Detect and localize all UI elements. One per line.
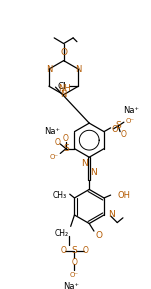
Text: NH: NH bbox=[58, 84, 71, 92]
Text: Na⁺: Na⁺ bbox=[44, 127, 60, 136]
Text: O: O bbox=[60, 247, 66, 255]
Text: O: O bbox=[72, 258, 77, 267]
Text: O: O bbox=[60, 48, 67, 57]
Text: O: O bbox=[55, 138, 60, 147]
Text: O: O bbox=[121, 130, 127, 139]
Text: O: O bbox=[96, 231, 103, 240]
Text: O⁻: O⁻ bbox=[70, 272, 79, 278]
Text: N: N bbox=[108, 210, 115, 220]
Text: N: N bbox=[91, 168, 97, 177]
Text: OH: OH bbox=[117, 191, 130, 200]
Text: N: N bbox=[60, 90, 67, 99]
Text: CH₃: CH₃ bbox=[53, 191, 67, 200]
Text: S: S bbox=[72, 247, 77, 255]
Text: S: S bbox=[115, 121, 121, 130]
Text: Na⁺: Na⁺ bbox=[63, 282, 79, 289]
Text: S: S bbox=[63, 144, 69, 153]
Text: N: N bbox=[75, 65, 82, 74]
Text: O⁻: O⁻ bbox=[126, 118, 135, 124]
Text: N: N bbox=[46, 65, 52, 74]
Text: O: O bbox=[83, 247, 89, 255]
Text: CH₂: CH₂ bbox=[55, 229, 69, 238]
Text: O⁻: O⁻ bbox=[49, 154, 58, 160]
Text: O: O bbox=[112, 125, 118, 134]
Text: N: N bbox=[81, 159, 88, 168]
Text: Cl: Cl bbox=[58, 82, 67, 91]
Text: O: O bbox=[63, 134, 69, 143]
Text: Na⁺: Na⁺ bbox=[124, 106, 140, 115]
